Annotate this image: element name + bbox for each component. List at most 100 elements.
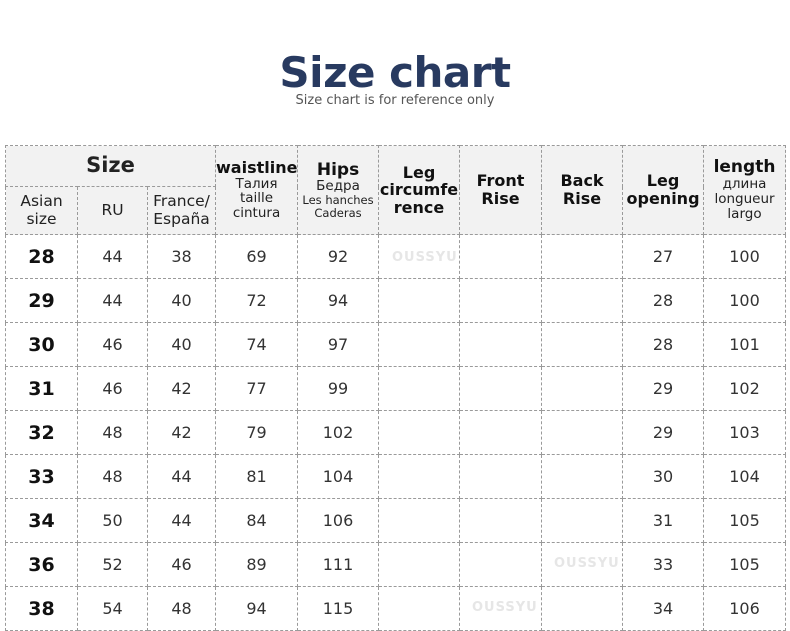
table-cell: 42 [146,366,217,411]
table-cell: 102 [297,410,380,455]
page-subtitle: Size chart is for reference only [295,93,495,108]
header-leg-circumference: Leg circumfe rence [378,145,461,235]
table-cell: 106 [297,498,380,543]
watermark: OUSSYU [472,600,538,615]
table-cell [541,234,624,279]
header-back-rise: Back Rise [541,145,624,235]
header-leg-opening: Leg opening [622,145,705,235]
table-cell: 102 [703,366,787,411]
table-cell [378,454,461,499]
table-cell: 44 [77,278,148,323]
table-cell: 105 [703,542,787,587]
table-cell [378,542,461,587]
table-cell: 115 [297,586,380,631]
table-cell [459,498,543,543]
table-cell: 40 [146,322,217,367]
table-cell: 52 [77,542,148,587]
table-cell [459,234,543,279]
table-cell: 99 [297,366,380,411]
table-cell: 33 [622,542,705,587]
table-cell: 48 [77,454,148,499]
table-cell [378,498,461,543]
table-row: 31 46 42 77 99 29 102 [5,366,787,411]
table-cell: 40 [146,278,217,323]
table-row: 28 44 38 69 92 27 100 [5,234,787,279]
table-cell [378,366,461,411]
size-cell: 28 [5,234,78,279]
table-cell: 92 [297,234,380,279]
table-cell: 42 [146,410,217,455]
table-row: 38 54 48 94 115 34 106 [5,586,787,631]
header-ru: RU [77,186,148,235]
table-cell [541,454,624,499]
table-cell: 111 [297,542,380,587]
table-cell: 46 [146,542,217,587]
table-row: 36 52 46 89 111 33 105 [5,542,787,587]
table-cell: 31 [622,498,705,543]
size-cell: 30 [5,322,78,367]
watermark: OUSSYU [392,250,458,265]
table-cell: 69 [215,234,299,279]
size-cell: 36 [5,542,78,587]
table-cell: 29 [622,410,705,455]
table-cell [459,366,543,411]
size-cell: 31 [5,366,78,411]
page-title: Size chart [279,48,511,97]
table-cell: 50 [77,498,148,543]
table-cell: 28 [622,278,705,323]
table-row: 33 48 44 81 104 30 104 [5,454,787,499]
table-cell [541,498,624,543]
table-cell [541,278,624,323]
table-cell [541,366,624,411]
table-cell: 44 [77,234,148,279]
table-row: 29 44 40 72 94 28 100 [5,278,787,323]
table-cell [541,410,624,455]
size-cell: 38 [5,586,78,631]
size-cell: 29 [5,278,78,323]
table-cell [459,278,543,323]
table-cell [378,586,461,631]
table-cell: 54 [77,586,148,631]
table-cell: 72 [215,278,299,323]
table-cell: 29 [622,366,705,411]
table-cell [459,410,543,455]
table-row: 34 50 44 84 106 31 105 [5,498,787,543]
table-cell: 84 [215,498,299,543]
header-waistline: waistline Талия taille cintura [215,145,299,235]
table-cell: 79 [215,410,299,455]
table-cell: 28 [622,322,705,367]
table-cell: 106 [703,586,787,631]
table-cell: 30 [622,454,705,499]
table-cell: 48 [77,410,148,455]
table-cell: 104 [297,454,380,499]
table-cell [378,278,461,323]
table-cell [459,454,543,499]
table-cell [378,410,461,455]
header-hips: Hips Бедра Les hanches Caderas [297,145,380,235]
table-cell: 74 [215,322,299,367]
table-row: 30 46 40 74 97 28 101 [5,322,787,367]
size-cell: 33 [5,454,78,499]
table-cell: 77 [215,366,299,411]
table-cell: 27 [622,234,705,279]
header-length: length длина longueur largo [703,145,787,235]
table-cell: 105 [703,498,787,543]
header-asian-size: Asian size [5,186,78,235]
table-cell: 100 [703,234,787,279]
table-cell: 103 [703,410,787,455]
table-cell [459,322,543,367]
size-chart-table: Size waistline Талия taille cintura Hips… [4,145,787,631]
table-cell: 89 [215,542,299,587]
table-cell: 94 [215,586,299,631]
table-cell [378,322,461,367]
table-cell [459,542,543,587]
table-cell: 38 [146,234,217,279]
table-row: 32 48 42 79 102 29 103 [5,410,787,455]
table-cell: 104 [703,454,787,499]
table-cell: 48 [146,586,217,631]
table-cell: 101 [703,322,787,367]
table-cell: 100 [703,278,787,323]
table-cell: 44 [146,454,217,499]
size-cell: 34 [5,498,78,543]
table-cell: 97 [297,322,380,367]
